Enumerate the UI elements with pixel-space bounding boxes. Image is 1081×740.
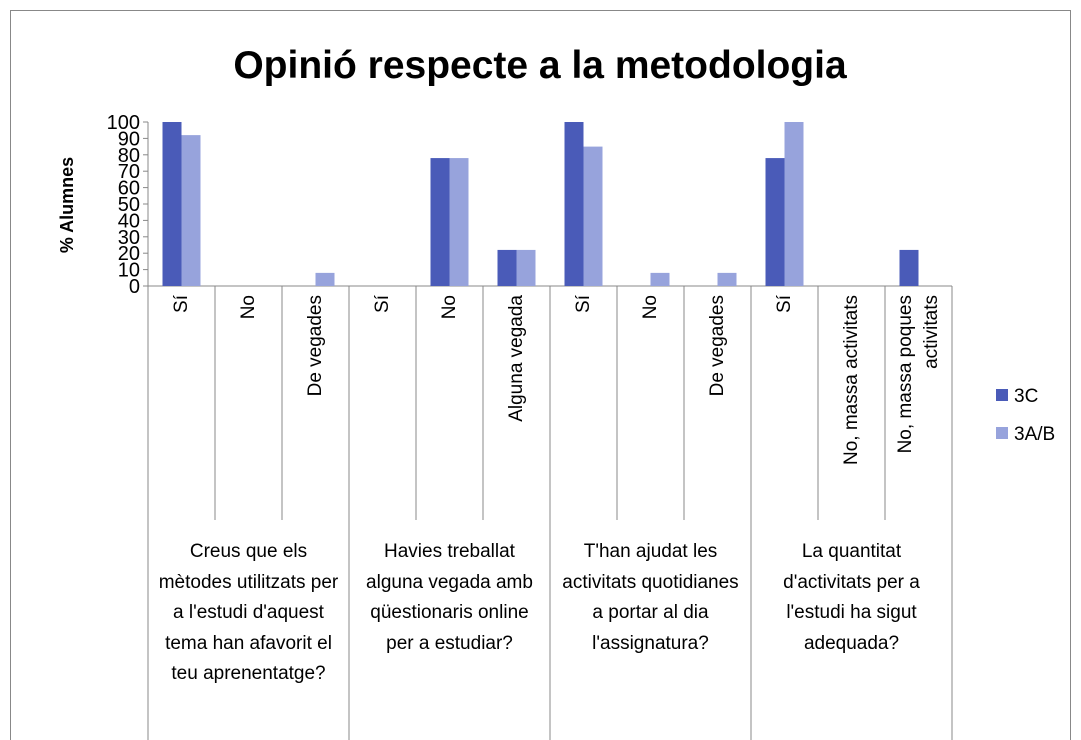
y-tick-label: 30 bbox=[118, 227, 140, 249]
x-tick-label: No, massa activitats bbox=[840, 295, 862, 465]
bar bbox=[430, 158, 450, 286]
y-tick-label: 60 bbox=[118, 178, 140, 200]
y-tick-label: 90 bbox=[118, 128, 140, 150]
y-tick-label: 0 bbox=[129, 276, 140, 298]
x-tick-label: Sí bbox=[170, 295, 192, 313]
y-tick-label: 10 bbox=[118, 260, 140, 282]
y-tick-label: 20 bbox=[118, 243, 140, 265]
legend-label: 3A/B bbox=[1014, 424, 1055, 445]
bar bbox=[162, 122, 182, 286]
bar bbox=[583, 146, 603, 286]
bar bbox=[449, 158, 469, 286]
x-tick-label: De vegades bbox=[706, 295, 728, 397]
x-tick-label: De vegades bbox=[304, 295, 326, 397]
group-label: Creus que els mètodes utilitzats per a l… bbox=[158, 541, 339, 684]
chart-title: Opinió respecte a la metodologia bbox=[233, 44, 847, 87]
legend-label: 3C bbox=[1014, 386, 1038, 407]
x-tick-label: Sí bbox=[773, 295, 795, 313]
y-tick-label: 70 bbox=[118, 161, 140, 183]
bar bbox=[765, 158, 785, 286]
bar bbox=[650, 272, 670, 286]
bar bbox=[784, 122, 804, 286]
bar bbox=[899, 249, 919, 286]
x-tick-label: No bbox=[639, 295, 661, 320]
x-tick-label: No bbox=[438, 295, 460, 320]
legend-swatch bbox=[996, 389, 1008, 401]
x-tick-label: No, massa poques activitats bbox=[894, 295, 942, 454]
y-tick-label: 100 bbox=[107, 112, 140, 134]
y-tick-label: 80 bbox=[118, 145, 140, 167]
bar bbox=[497, 249, 517, 286]
legend-swatch bbox=[996, 427, 1008, 439]
group-label: La quantitat d'activitats per a l'estudi… bbox=[783, 541, 920, 654]
y-tick-label: 50 bbox=[118, 194, 140, 216]
x-tick-label: Sí bbox=[371, 295, 393, 313]
y-axis-label: % Alumnes bbox=[57, 157, 77, 253]
bar bbox=[315, 272, 335, 286]
x-tick-label: Sí bbox=[572, 295, 594, 313]
bar bbox=[717, 272, 737, 286]
bar bbox=[181, 135, 201, 286]
y-tick-label: 40 bbox=[118, 210, 140, 232]
group-label: Havies treballat alguna vegada amb qüest… bbox=[366, 541, 533, 654]
x-tick-label: No bbox=[237, 295, 259, 320]
bar bbox=[516, 249, 536, 286]
x-tick-label: Alguna vegada bbox=[505, 295, 527, 422]
group-label: T'han ajudat les activitats quotidianes … bbox=[562, 541, 739, 654]
chart-border bbox=[10, 10, 1071, 740]
bar bbox=[564, 122, 584, 286]
